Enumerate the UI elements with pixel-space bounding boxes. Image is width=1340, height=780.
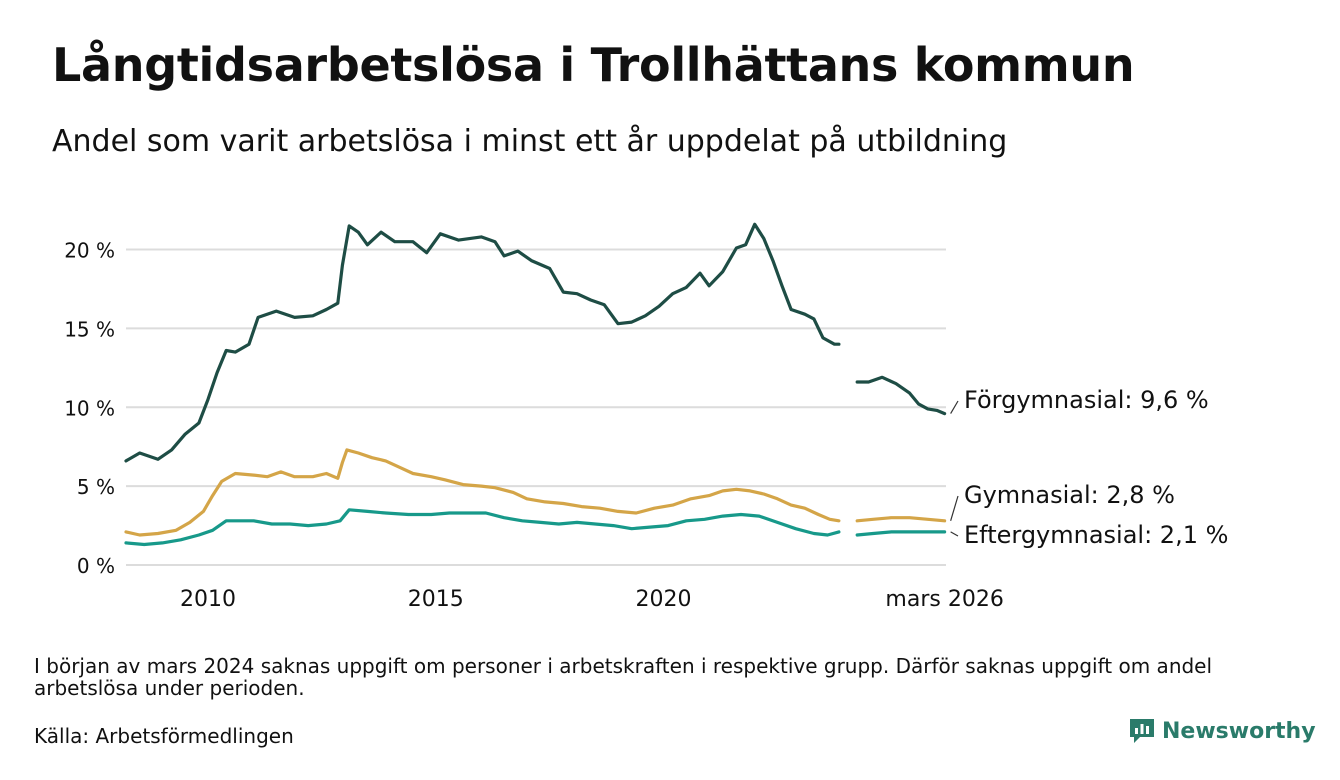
- end-label-connector: [950, 400, 959, 414]
- end-label-connector: [950, 531, 959, 537]
- end-label-gymnasial: Gymnasial: 2,8 %: [964, 481, 1175, 509]
- end-label-eftergymnasial: Eftergymnasial: 2,1 %: [964, 521, 1228, 549]
- series-line-gymnasial: [855, 516, 947, 523]
- y-axis-labels: 0 % 5 % 10 % 15 % 20 %: [64, 239, 115, 578]
- end-label-connector: [950, 495, 959, 522]
- y-tick-label: 20 %: [64, 239, 115, 263]
- x-tick-label: 2020: [636, 587, 692, 612]
- newsworthy-logo-icon: [1130, 719, 1154, 743]
- brand-name: Newsworthy: [1162, 718, 1316, 744]
- series-lines: [124, 222, 947, 547]
- series-line-f-rgymnasial: [855, 375, 947, 416]
- x-tick-label: 2015: [408, 587, 464, 612]
- source-credit: Källa: Arbetsförmedlingen: [34, 724, 294, 748]
- line-chart: 0 % 5 % 10 % 15 % 20 % 2010 2015 2020 mars 2026…: [64, 222, 1228, 612]
- chart-subtitle: Andel som varit arbetslösa i minst ett å…: [52, 124, 1008, 159]
- gridlines: [126, 248, 946, 566]
- series-line-gymnasial: [124, 448, 841, 537]
- series-end-labels: Förgymnasial: 9,6 % Gymnasial: 2,8 % Efter…: [950, 386, 1228, 549]
- chart-title: Långtidsarbetslösa i Trollhättans kommun: [52, 38, 1135, 92]
- x-axis-labels: 2010 2015 2020 mars 2026: [180, 587, 1004, 612]
- x-tick-label: mars 2026: [885, 587, 1003, 612]
- y-tick-label: 0 %: [77, 554, 115, 578]
- y-tick-label: 5 %: [77, 475, 115, 499]
- x-tick-label: 2010: [180, 587, 236, 612]
- footnote: I början av mars 2024 saknas uppgift om …: [34, 654, 1213, 700]
- series-line-f-rgymnasial: [124, 222, 841, 463]
- series-line-eftergymnasial: [855, 530, 947, 537]
- y-tick-label: 15 %: [64, 317, 115, 341]
- newsworthy-brand[interactable]: Newsworthy: [1128, 717, 1316, 745]
- end-label-f-rgymnasial: Förgymnasial: 9,6 %: [964, 386, 1209, 414]
- series-line-eftergymnasial: [124, 508, 841, 547]
- y-tick-label: 10 %: [64, 396, 115, 420]
